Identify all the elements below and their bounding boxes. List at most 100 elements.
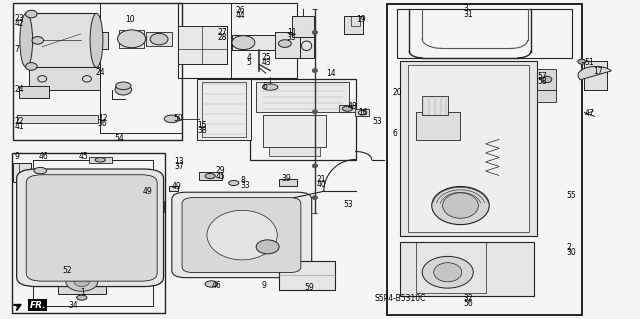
Ellipse shape	[26, 63, 37, 70]
Text: 27: 27	[218, 28, 227, 37]
Ellipse shape	[228, 181, 239, 186]
Bar	[232, 35, 275, 50]
Text: 46: 46	[211, 281, 221, 290]
Text: 24: 24	[95, 68, 105, 77]
Ellipse shape	[312, 196, 317, 199]
Bar	[100, 3, 182, 133]
Bar	[17, 115, 98, 123]
Bar	[344, 16, 364, 34]
Text: 14: 14	[326, 69, 336, 78]
Text: 23: 23	[15, 14, 24, 23]
Text: 7: 7	[15, 45, 20, 55]
Ellipse shape	[26, 10, 37, 18]
Bar	[355, 109, 369, 116]
Text: 44: 44	[236, 11, 246, 20]
FancyBboxPatch shape	[172, 192, 312, 278]
Text: 48: 48	[348, 102, 358, 111]
Bar	[416, 112, 461, 140]
Bar	[387, 4, 582, 315]
Bar	[13, 3, 182, 140]
Bar	[197, 78, 251, 140]
Text: 15: 15	[197, 121, 207, 130]
Text: 11: 11	[287, 28, 296, 37]
Text: 4: 4	[246, 53, 252, 62]
Text: 6: 6	[262, 82, 268, 91]
Text: 36: 36	[98, 119, 108, 128]
Ellipse shape	[256, 240, 279, 254]
Bar	[119, 30, 145, 48]
Bar	[400, 242, 534, 296]
Ellipse shape	[20, 13, 33, 67]
Text: 58: 58	[537, 77, 547, 86]
Bar	[300, 34, 314, 58]
Bar	[19, 86, 49, 98]
Text: 49: 49	[172, 182, 182, 191]
Text: 41: 41	[15, 122, 24, 131]
Ellipse shape	[150, 33, 168, 45]
Ellipse shape	[342, 106, 353, 111]
Bar	[58, 269, 106, 294]
Text: 16: 16	[358, 108, 368, 117]
Ellipse shape	[115, 84, 132, 95]
Text: 33: 33	[241, 181, 251, 190]
Text: 24: 24	[15, 85, 24, 94]
Bar	[250, 78, 356, 160]
Bar	[33, 160, 153, 306]
Ellipse shape	[118, 30, 146, 48]
Text: 52: 52	[62, 265, 72, 275]
Ellipse shape	[205, 281, 218, 287]
Bar	[401, 61, 537, 236]
Ellipse shape	[95, 158, 106, 162]
Text: 43: 43	[261, 58, 271, 67]
Text: 31: 31	[463, 10, 473, 19]
Text: 59: 59	[305, 283, 314, 292]
Text: 28: 28	[218, 33, 227, 42]
Ellipse shape	[434, 263, 462, 282]
Text: 42: 42	[15, 19, 24, 28]
Ellipse shape	[232, 36, 255, 50]
Bar	[178, 26, 227, 64]
Text: 22: 22	[15, 117, 24, 126]
Ellipse shape	[77, 295, 87, 300]
Bar	[198, 172, 221, 180]
Ellipse shape	[74, 277, 90, 286]
Text: 46: 46	[39, 152, 49, 161]
Bar	[279, 261, 335, 290]
Ellipse shape	[90, 13, 103, 67]
Text: S5P4-B5310C: S5P4-B5310C	[374, 294, 426, 303]
Bar	[202, 82, 246, 137]
Ellipse shape	[32, 37, 44, 44]
Ellipse shape	[432, 187, 489, 225]
Ellipse shape	[443, 193, 478, 218]
Text: 2: 2	[566, 243, 572, 252]
Text: 50: 50	[173, 114, 183, 123]
Text: 49: 49	[143, 187, 152, 197]
Text: 37: 37	[174, 162, 184, 171]
Text: 5: 5	[246, 58, 252, 67]
Text: 20: 20	[393, 88, 403, 97]
Text: 53: 53	[372, 117, 382, 126]
Text: 54: 54	[115, 134, 124, 143]
Text: 8: 8	[241, 176, 246, 185]
Text: 32: 32	[463, 294, 473, 303]
Text: 47: 47	[584, 109, 594, 118]
Text: 6: 6	[393, 129, 397, 138]
Bar	[149, 201, 164, 212]
Bar	[422, 96, 448, 115]
Bar	[397, 9, 572, 58]
Bar	[408, 65, 529, 232]
Text: 38: 38	[197, 126, 207, 135]
Ellipse shape	[312, 69, 317, 72]
Text: 56: 56	[463, 299, 473, 308]
Text: FR.: FR.	[29, 301, 46, 310]
Text: 1: 1	[80, 288, 84, 297]
Text: 12: 12	[98, 114, 108, 123]
Text: 45: 45	[79, 152, 88, 161]
Bar	[97, 32, 108, 49]
Ellipse shape	[422, 256, 473, 288]
Bar	[292, 16, 314, 37]
Ellipse shape	[541, 76, 552, 83]
Text: 34: 34	[68, 301, 78, 310]
Bar	[13, 163, 31, 182]
Bar	[339, 105, 356, 113]
